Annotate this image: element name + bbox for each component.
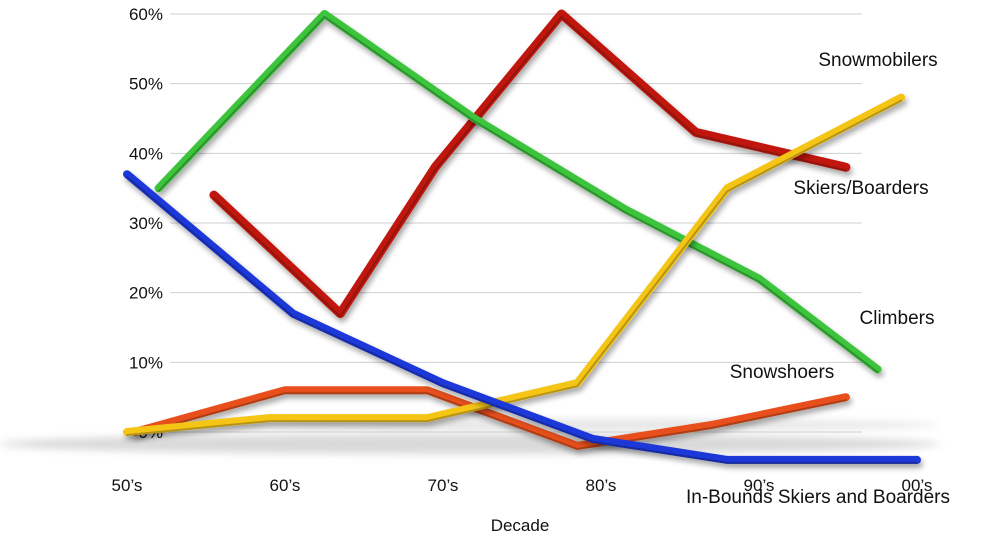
x-tick-label: 90’s <box>744 476 775 495</box>
y-tick-label: 50% <box>129 75 163 94</box>
series-line-snowshoers <box>130 386 850 450</box>
y-axis-ticks: 0%10%20%30%40%50%60% <box>129 5 163 442</box>
series-labels: Snowmobilers Skiers/Boarders Climbers Snows… <box>686 50 950 508</box>
x-tick-label: 70’s <box>428 476 459 495</box>
y-tick-label: 40% <box>129 144 163 163</box>
series-line-snowmobilers <box>123 93 906 436</box>
series-label: In-Bounds Skiers and Boarders <box>686 487 950 508</box>
y-tick-label: 60% <box>129 5 163 24</box>
series-label: Climbers <box>860 308 935 329</box>
x-tick-label: 80’s <box>586 476 617 495</box>
x-tick-label: 60’s <box>270 476 301 495</box>
x-axis-title: Decade <box>491 516 550 535</box>
series-lines <box>123 9 921 464</box>
x-tick-label: 00’s <box>902 476 933 495</box>
series-label: Skiers/Boarders <box>793 178 928 199</box>
series-line-in-bounds-skiers-and-boarders <box>123 170 921 464</box>
y-tick-label: 30% <box>129 214 163 233</box>
series-label: Snowmobilers <box>818 50 937 71</box>
x-tick-label: 50’s <box>112 476 143 495</box>
gridlines <box>170 13 862 433</box>
series-line-climbers <box>154 10 882 374</box>
y-tick-label: 10% <box>129 353 163 372</box>
series-line-skiers-boarders <box>209 9 851 319</box>
x-axis-ticks: 50’s 60’s 70’s 80’s 90’s 00’s <box>112 476 933 495</box>
series-label: Snowshoers <box>730 362 835 383</box>
y-tick-label: 20% <box>129 284 163 303</box>
